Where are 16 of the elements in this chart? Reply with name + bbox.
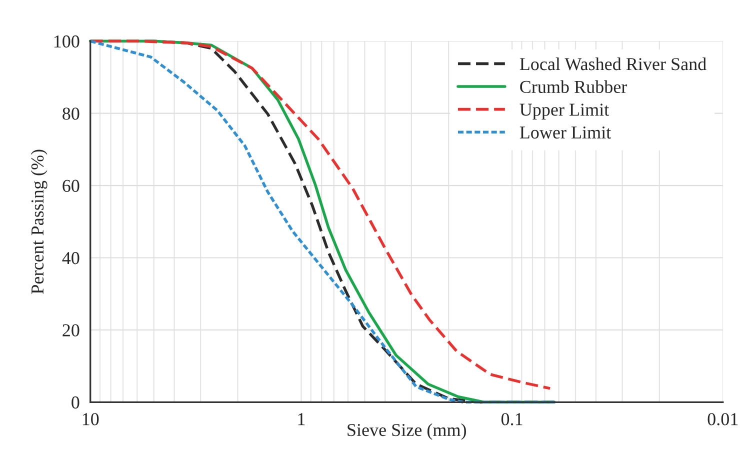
y-tick-label: 80 — [62, 108, 80, 120]
y-tick-label: 0 — [72, 396, 80, 409]
y-tick-label: 60 — [62, 180, 80, 192]
legend-label: Crumb Rubber — [520, 80, 628, 93]
x-tick-label: 0.01 — [708, 413, 738, 426]
legend-label: Lower Limit — [520, 126, 612, 139]
y-axis-title: Percent Passing (%) — [30, 150, 48, 294]
y-tick-label: 100 — [54, 35, 80, 48]
y-tick-label: 20 — [62, 324, 80, 336]
x-axis-title: Sieve Size (mm) — [348, 423, 466, 440]
x-tick-label: 1 — [298, 413, 305, 426]
x-tick-label: 10 — [82, 413, 99, 426]
legend-label: Local Washed River Sand — [520, 57, 706, 70]
legend-label: Upper Limit — [520, 104, 610, 120]
x-tick-label: 0.1 — [501, 413, 522, 426]
y-tick-label: 40 — [62, 252, 80, 264]
